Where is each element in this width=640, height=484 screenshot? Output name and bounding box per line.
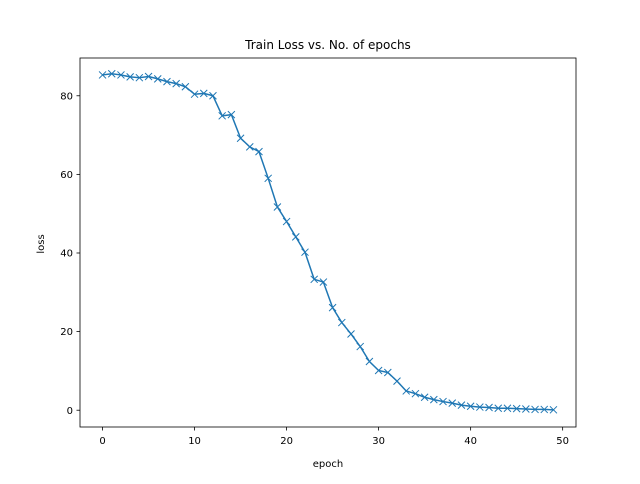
data-point-marker — [163, 77, 171, 86]
data-point-marker — [521, 405, 530, 413]
data-point-marker — [494, 404, 503, 413]
data-point-marker — [209, 91, 217, 100]
data-point-marker — [135, 73, 144, 82]
data-point-marker — [512, 404, 521, 413]
data-point-marker — [181, 82, 190, 91]
y-tick-label: 60 — [60, 170, 73, 181]
data-point-marker — [356, 342, 365, 351]
data-point-marker — [365, 357, 374, 366]
x-tick-label: 30 — [372, 436, 385, 447]
data-point-marker — [439, 397, 447, 406]
x-tick-label: 40 — [464, 436, 477, 447]
data-point-marker — [310, 275, 319, 284]
data-point-marker — [98, 71, 107, 79]
chart-title: Train Loss vs. No. of epochs — [244, 38, 411, 52]
y-tick-label: 40 — [60, 249, 73, 260]
data-point-marker — [291, 233, 300, 241]
loss-series-line — [102, 73, 554, 411]
data-point-marker — [282, 217, 291, 226]
data-point-marker — [190, 90, 199, 99]
data-point-marker — [153, 75, 162, 83]
x-tick-label: 20 — [280, 436, 293, 447]
data-point-marker — [374, 366, 383, 375]
x-tick-label: 10 — [188, 436, 201, 447]
data-point-marker — [531, 405, 539, 414]
y-axis-label: loss — [36, 234, 47, 253]
y-axis-ticks: 0 20 40 60 80 — [60, 91, 80, 417]
data-point-marker — [540, 405, 549, 414]
y-tick-label: 80 — [60, 91, 73, 102]
data-point-marker — [301, 248, 309, 257]
data-point-marker — [485, 403, 493, 412]
data-point-marker — [227, 110, 236, 119]
data-point-marker — [466, 402, 475, 411]
data-point-marker — [172, 79, 181, 88]
data-point-marker — [117, 71, 125, 79]
data-point-marker — [411, 389, 420, 398]
y-tick-label: 0 — [67, 406, 73, 417]
data-point-marker — [273, 203, 282, 211]
axes-frame — [79, 57, 577, 428]
data-point-marker — [126, 73, 135, 81]
data-point-marker — [402, 387, 411, 395]
data-point-marker — [218, 111, 227, 120]
x-tick-label: 50 — [556, 436, 569, 447]
data-point-marker — [319, 278, 328, 286]
data-point-marker — [457, 401, 466, 409]
data-point-marker — [347, 330, 355, 338]
data-point-marker — [429, 395, 438, 404]
data-point-marker — [255, 147, 263, 156]
x-axis-ticks: 0 10 20 30 40 50 — [99, 427, 569, 447]
data-point-marker — [328, 303, 337, 312]
data-point-marker — [420, 393, 429, 402]
data-point-marker — [475, 403, 484, 411]
x-axis-label: epoch — [313, 459, 343, 470]
y-tick-label: 20 — [60, 327, 73, 338]
data-point-marker — [448, 399, 457, 407]
plot-area — [98, 69, 558, 414]
data-point-marker — [144, 72, 153, 81]
data-point-marker — [264, 174, 273, 183]
data-point-marker — [393, 377, 401, 385]
data-point-marker — [549, 405, 558, 414]
data-point-marker — [337, 318, 346, 327]
data-point-marker — [107, 69, 116, 78]
data-point-marker — [503, 404, 512, 413]
data-point-marker — [383, 368, 392, 377]
data-point-marker — [245, 143, 254, 151]
x-tick-label: 0 — [99, 436, 105, 447]
data-point-marker — [236, 134, 245, 143]
data-point-marker — [199, 89, 208, 98]
